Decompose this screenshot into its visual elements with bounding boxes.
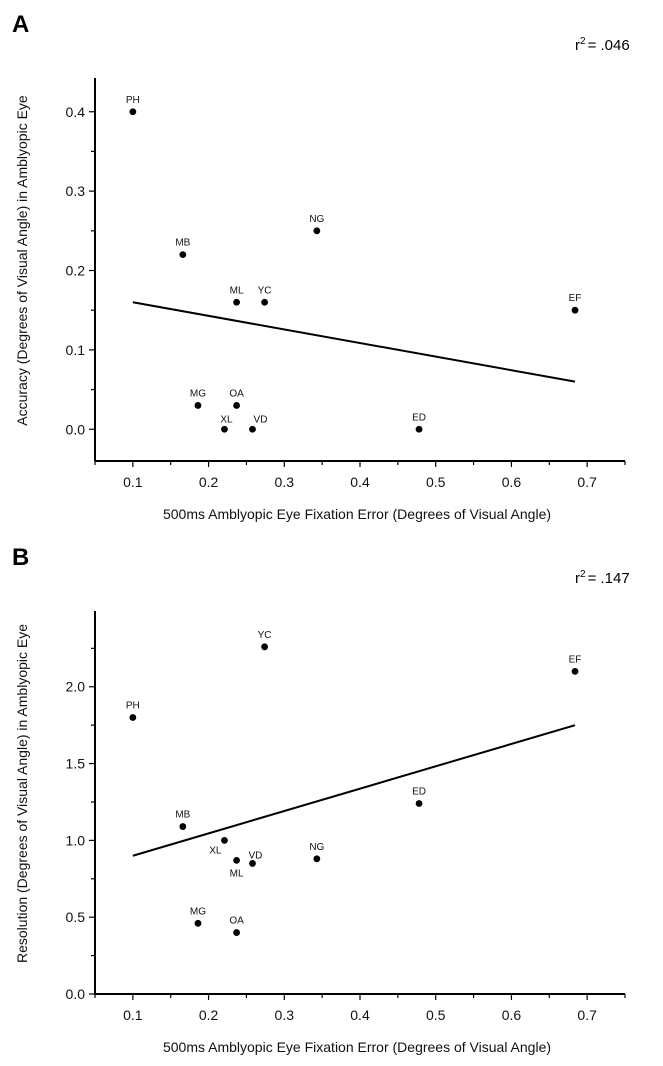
point-label: MB [175, 238, 190, 249]
y-tick-label: 0.0 [66, 986, 86, 1002]
y-tick-label: 0.0 [66, 421, 86, 437]
r-squared-annotation: r2 = .046 [575, 36, 630, 54]
y-tick-label: 0.1 [66, 342, 86, 358]
y-axis-label: Resolution (Degrees of Visual Angle) in … [14, 624, 30, 963]
r2-prefix: r [575, 37, 580, 54]
data-point [221, 425, 228, 433]
x-tick-label: 0.4 [350, 1007, 370, 1023]
point-label: YC [258, 630, 272, 641]
data-point [313, 855, 321, 863]
y-tick-label: 0.2 [66, 263, 86, 279]
r2-value: = .046 [588, 37, 630, 54]
x-tick-label: 0.1 [123, 474, 143, 490]
point-label: ED [412, 787, 426, 798]
point-label: YC [258, 285, 272, 296]
point-label: MG [190, 906, 206, 917]
regression-line [132, 724, 576, 857]
point-label: XL [220, 414, 233, 425]
y-tick-label: 2.0 [66, 679, 86, 695]
y-axis-label: Accuracy (Degrees of Visual Angle) in Am… [14, 95, 30, 426]
point-label: PH [126, 95, 140, 106]
point-label: ML [230, 868, 244, 879]
regression-line [132, 301, 576, 383]
data-point [415, 425, 423, 433]
x-tick-label: 0.5 [426, 1007, 446, 1023]
r2-value: = .147 [588, 570, 630, 587]
data-point [249, 860, 256, 867]
y-tick-label: 0.4 [66, 104, 86, 120]
data-point [233, 402, 240, 409]
point-label: XL [209, 845, 222, 856]
x-tick-label: 0.7 [577, 474, 597, 490]
x-tick-label: 0.7 [577, 1007, 597, 1023]
y-tick-label: 1.0 [66, 832, 86, 848]
panel-letter: B [12, 544, 29, 571]
data-point [415, 800, 423, 807]
r2-prefix: r [575, 570, 580, 587]
scatter-chart: Br2 = .147 0.0 0.5 1.0 1.5 2.0 0.1 0.2 0.3 0.4 0.5 0… [12, 544, 630, 1055]
point-label: OA [229, 388, 244, 399]
data-point [261, 298, 268, 306]
point-label: VD [248, 850, 262, 861]
data-point [249, 425, 256, 433]
data-point [261, 643, 268, 651]
data-point [179, 823, 187, 830]
point-label: EF [569, 654, 582, 665]
point-label: NG [309, 214, 324, 225]
x-tick-label: 0.6 [502, 1007, 522, 1023]
y-tick-label: 0.5 [66, 909, 86, 925]
y-tick-label: 0.3 [66, 183, 86, 199]
x-tick-label: 0.2 [199, 474, 219, 490]
x-tick-label: 0.1 [123, 1007, 143, 1023]
point-label: MB [175, 810, 190, 821]
data-point [179, 251, 187, 259]
point-label: ED [412, 412, 426, 423]
data-point [233, 929, 240, 936]
point-label: EF [569, 293, 582, 304]
x-tick-label: 0.6 [502, 474, 522, 490]
point-label: PH [126, 700, 140, 711]
data-point [571, 667, 579, 675]
x-tick-label: 0.2 [199, 1007, 219, 1023]
r2-exponent: 2 [580, 36, 586, 47]
scatter-chart: Ar2 = .046 0.0 0.1 0.2 0.3 0.4 0.1 0.2 0.3 0.4 0.5 0… [12, 11, 630, 522]
r-squared-annotation: r2 = .147 [575, 569, 630, 587]
point-label: OA [229, 916, 244, 927]
r2-exponent: 2 [580, 569, 586, 580]
data-point [313, 227, 321, 235]
x-axis-label: 500ms Amblyopic Eye Fixation Error (Degr… [163, 1039, 551, 1055]
data-point [233, 298, 240, 306]
point-label: ML [230, 285, 244, 296]
point-label: VD [254, 414, 268, 425]
data-point [221, 836, 228, 844]
data-point [194, 402, 202, 409]
data-point [129, 714, 137, 721]
x-tick-label: 0.3 [275, 1007, 295, 1023]
data-point [129, 108, 137, 116]
panel-letter: A [12, 11, 29, 38]
data-point [233, 856, 240, 864]
point-label: NG [309, 842, 324, 853]
point-label: MG [190, 388, 206, 399]
y-tick-label: 1.5 [66, 756, 86, 772]
x-tick-label: 0.3 [275, 474, 295, 490]
x-axis-label: 500ms Amblyopic Eye Fixation Error (Degr… [163, 506, 551, 522]
x-tick-label: 0.4 [350, 474, 370, 490]
data-point [571, 306, 579, 314]
x-tick-label: 0.5 [426, 474, 446, 490]
data-point [194, 919, 202, 927]
